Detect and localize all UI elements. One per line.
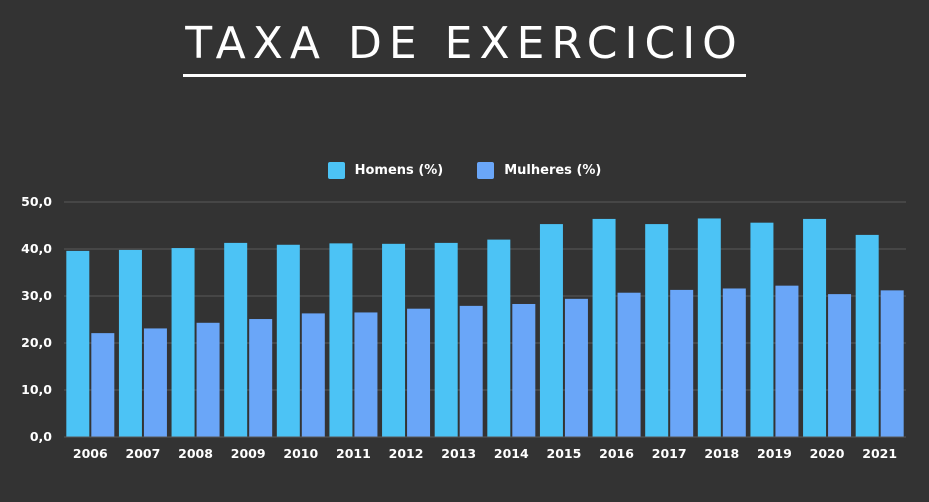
y-tick-label: 40,0 <box>21 241 52 256</box>
legend-swatch-mulheres <box>477 162 495 179</box>
x-tick-label: 2020 <box>810 446 845 461</box>
bar-homens <box>434 242 458 437</box>
bar-homens <box>276 244 300 437</box>
chart-title: TAXA DE EXERCICIO <box>183 18 746 77</box>
bar-homens <box>855 234 879 437</box>
bar-mulheres <box>828 294 852 437</box>
bar-mulheres <box>91 333 115 437</box>
bar-homens <box>592 218 616 437</box>
bar-homens <box>803 218 827 437</box>
bar-homens <box>171 248 195 437</box>
bar-homens <box>487 239 511 437</box>
chart-title-wrap: TAXA DE EXERCICIO <box>0 18 929 77</box>
bar-homens <box>66 250 90 437</box>
x-tick-label: 2017 <box>652 446 687 461</box>
y-tick-label: 10,0 <box>21 382 52 397</box>
bar-homens <box>382 243 406 437</box>
bar-homens <box>224 242 248 437</box>
x-tick-label: 2021 <box>862 446 897 461</box>
bar-homens <box>329 243 353 437</box>
bar-mulheres <box>249 319 273 437</box>
x-tick-label: 2012 <box>389 446 424 461</box>
y-tick-label: 0,0 <box>30 429 52 444</box>
x-tick-label: 2014 <box>494 446 529 461</box>
x-tick-label: 2008 <box>178 446 213 461</box>
x-tick-label: 2015 <box>547 446 582 461</box>
bar-homens <box>118 249 142 437</box>
x-tick-label: 2007 <box>126 446 161 461</box>
x-tick-label: 2018 <box>704 446 739 461</box>
bar-mulheres <box>143 328 167 437</box>
legend-label-homens: Homens (%) <box>354 163 444 178</box>
bar-homens <box>750 222 774 437</box>
x-tick-label: 2011 <box>336 446 371 461</box>
bar-mulheres <box>880 290 904 437</box>
bar-mulheres <box>722 288 746 437</box>
x-tick-label: 2013 <box>441 446 476 461</box>
bar-mulheres <box>512 303 536 437</box>
bar-homens <box>539 224 563 437</box>
bar-mulheres <box>407 308 431 437</box>
bar-homens <box>645 224 669 437</box>
y-tick-label: 20,0 <box>21 335 52 350</box>
legend-label-mulheres: Mulheres (%) <box>504 163 602 178</box>
bar-mulheres <box>564 298 588 437</box>
bar-mulheres <box>354 312 378 437</box>
x-tick-label: 2019 <box>757 446 792 461</box>
legend-item-homens: Homens (%) <box>327 162 444 179</box>
bar-mulheres <box>670 289 694 437</box>
bar-mulheres <box>617 292 641 437</box>
x-tick-label: 2006 <box>73 446 108 461</box>
bar-mulheres <box>775 285 799 437</box>
chart-legend: Homens (%) Mulheres (%) <box>0 162 929 179</box>
bar-homens <box>697 218 721 437</box>
y-tick-label: 50,0 <box>21 194 52 209</box>
y-tick-label: 30,0 <box>21 288 52 303</box>
x-tick-label: 2010 <box>283 446 318 461</box>
bar-mulheres <box>459 305 483 437</box>
x-tick-label: 2009 <box>231 446 266 461</box>
x-tick-label: 2016 <box>599 446 634 461</box>
bar-mulheres <box>301 313 325 437</box>
legend-item-mulheres: Mulheres (%) <box>477 162 601 179</box>
bar-mulheres <box>196 322 220 437</box>
legend-swatch-homens <box>327 162 345 179</box>
